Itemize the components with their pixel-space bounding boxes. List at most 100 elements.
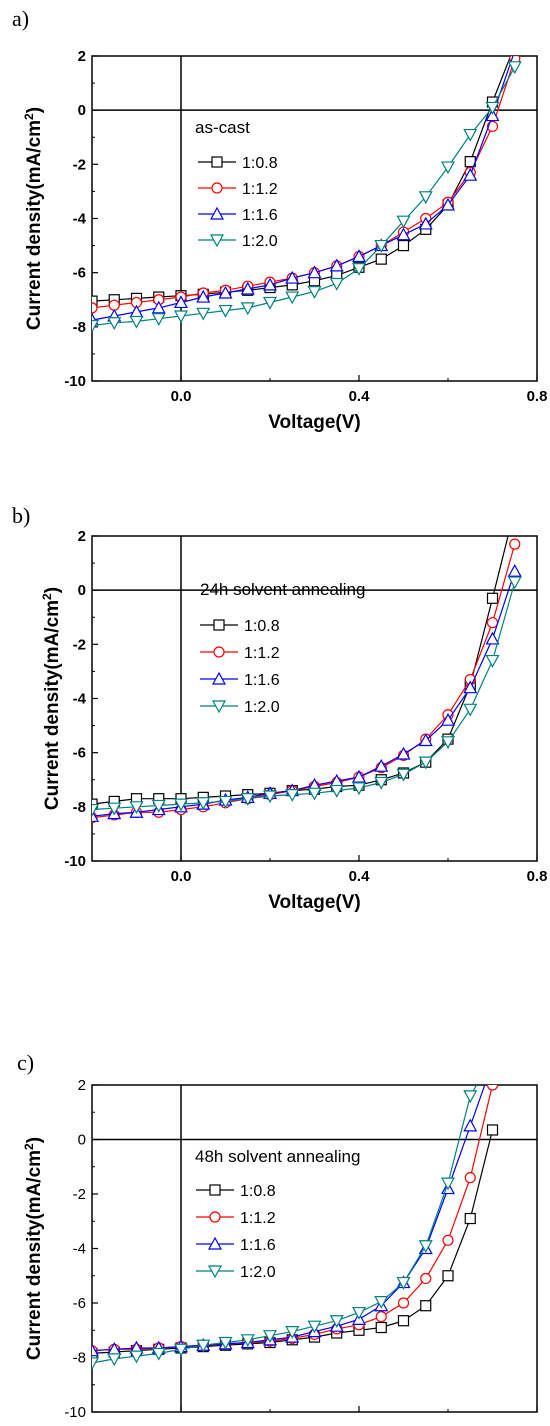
data-point <box>329 784 344 798</box>
chart-panel-2: b) -10 -8 -6 -4 -2 0 2 0.0 0.4 0.8 Voltage(V) Curren… <box>12 503 547 913</box>
data-point <box>374 758 389 772</box>
data-point <box>418 191 433 205</box>
legend-label: 1:1.6 <box>242 207 278 224</box>
data-point <box>351 782 367 796</box>
data-point <box>351 1306 367 1320</box>
series-line-2 <box>92 1085 494 1352</box>
panel-label: b) <box>12 503 30 528</box>
y-tick-label: -2 <box>73 156 86 173</box>
data-point <box>396 1276 411 1290</box>
data-point <box>442 1270 454 1282</box>
legend-marker <box>209 206 225 220</box>
data-point <box>92 302 98 314</box>
y-axis-title-close: ) <box>24 107 45 113</box>
chart-panel-1: a) -10 -8 -6 -4 -2 0 2 0.0 0.4 0.8 Voltage(V) Curren… <box>12 6 547 433</box>
data-point <box>151 300 166 314</box>
x-tick-label: 0.0 <box>171 388 192 405</box>
legend-label: 1:2.0 <box>240 1264 276 1281</box>
data-point <box>351 249 367 263</box>
data-point <box>396 227 411 241</box>
legend-label: 1:1.2 <box>242 181 278 198</box>
data-point <box>218 1336 233 1350</box>
plot-frame <box>91 55 538 382</box>
series-line-4 <box>92 581 516 811</box>
legend-label: 1:2.0 <box>244 699 280 716</box>
y-tick-label: -8 <box>73 1350 86 1367</box>
data-point <box>285 789 300 802</box>
x-tick-label: 0.0 <box>171 868 192 885</box>
y-axis-title: Current density(mA/cm2) <box>40 587 63 810</box>
y-tick-label: -10 <box>64 373 86 390</box>
data-point <box>218 304 233 318</box>
data-point <box>196 307 211 321</box>
legend-label: 1:1.2 <box>240 1210 276 1227</box>
data-point <box>351 263 367 276</box>
y-tick-label: -6 <box>73 1295 86 1312</box>
data-point <box>418 216 433 230</box>
data-point <box>285 291 300 305</box>
y-axis-title-main: Current density(mA/cm <box>24 120 45 330</box>
data-point <box>240 1334 255 1348</box>
legend-marker <box>209 1184 221 1196</box>
data-point <box>374 239 389 253</box>
data-point <box>151 799 166 813</box>
data-point <box>396 215 411 229</box>
data-point <box>397 1315 410 1327</box>
data-point <box>440 1177 456 1191</box>
y-axis-title-close: ) <box>24 1137 45 1143</box>
data-point <box>485 654 500 668</box>
data-point <box>487 1057 499 1068</box>
data-point <box>486 1085 499 1091</box>
data-point <box>463 128 478 142</box>
data-point <box>129 315 144 329</box>
legend-label: 1:0.8 <box>244 618 280 635</box>
legend-title: 24h solvent annealing <box>200 580 365 599</box>
y-tick-label: 0 <box>78 582 86 599</box>
series-line-3 <box>92 1085 486 1352</box>
legend-label: 1:0.8 <box>240 1183 276 1200</box>
y-tick-label: 2 <box>78 528 86 545</box>
data-point <box>463 680 478 694</box>
y-axis-title-main: Current density(mA/cm <box>42 600 63 810</box>
data-point <box>108 299 120 311</box>
data-point <box>173 310 189 324</box>
data-point <box>92 319 100 333</box>
data-point <box>485 101 500 115</box>
data-point <box>307 265 322 279</box>
data-point <box>418 733 433 747</box>
y-tick-label: 0 <box>78 1132 86 1149</box>
data-point <box>486 592 499 604</box>
data-point <box>464 1172 476 1184</box>
y-tick-label: -2 <box>73 1186 86 1203</box>
panel-label: c) <box>17 1050 34 1075</box>
y-tick-label: -2 <box>73 636 86 653</box>
x-tick-label: 0.4 <box>349 868 371 885</box>
data-point <box>463 1118 478 1132</box>
data-point <box>418 1240 433 1254</box>
data-point <box>351 769 367 783</box>
legend-title: 48h solvent annealing <box>195 1147 360 1166</box>
data-point <box>486 617 499 629</box>
series-group <box>92 1053 499 1371</box>
legend-title: as-cast <box>195 118 250 137</box>
legend-marker <box>207 1236 223 1250</box>
data-point <box>487 1053 499 1064</box>
legend-label: 1:2.0 <box>242 233 278 250</box>
data-point <box>510 504 520 514</box>
series-group <box>92 56 522 333</box>
legend-marker <box>211 671 227 685</box>
y-axis-title-close: ) <box>42 587 63 593</box>
y-axis-title: Current density(mA/cm2) <box>22 1137 45 1360</box>
legend-marker <box>211 700 227 714</box>
data-point <box>440 736 456 750</box>
data-point <box>92 295 98 307</box>
legend-marker <box>209 1211 221 1223</box>
x-axis-title: Voltage(V) <box>268 412 361 433</box>
data-point <box>92 1357 100 1371</box>
data-point <box>92 1343 100 1357</box>
legend-marker <box>211 156 223 168</box>
y-tick-label: -8 <box>73 319 86 336</box>
data-point <box>218 795 233 809</box>
x-tick-label: 0.4 <box>349 388 371 405</box>
